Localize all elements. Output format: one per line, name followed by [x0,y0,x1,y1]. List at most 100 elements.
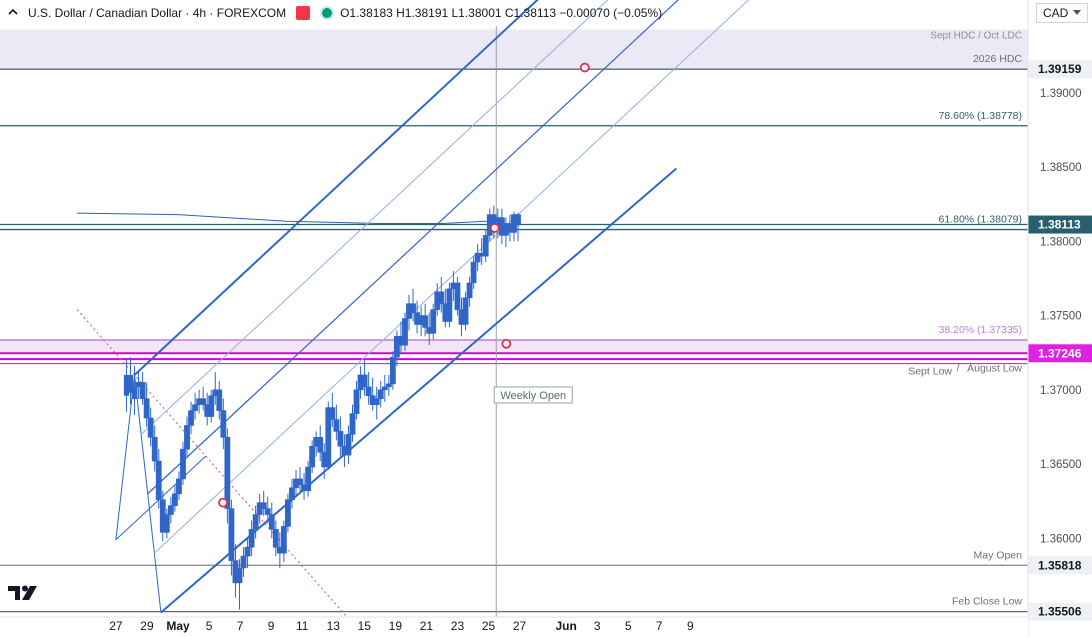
time-tick: May [166,619,190,633]
time-tick: 9 [687,619,694,633]
pitchfork-median-line[interactable] [147,0,1028,495]
pivot-marker [218,497,228,508]
time-tick: 11 [296,619,309,633]
market-open-icon [322,8,333,18]
candle-body [180,448,186,480]
pitchfork-lower-line[interactable] [160,167,678,614]
candle-body [389,356,396,385]
candle-body [353,389,360,414]
pitchfork-median-line[interactable] [140,0,1028,435]
time-tick: 5 [625,619,632,633]
candle-body [474,252,481,263]
drawing-tools-layer[interactable] [76,0,1028,616]
price-label: 1.37246 [1038,346,1082,360]
candle-body [280,526,287,554]
time-tick: 15 [358,619,372,633]
august-low-label: August Low [967,363,1022,375]
level-label: 78.60% (1.38778) [939,110,1022,122]
candle-body [454,282,461,310]
price-axis-bg [1028,0,1092,637]
price-axis[interactable]: 1.355001.360001.365001.370001.375001.380… [1027,0,1092,637]
markers-layer [218,62,590,508]
candle-body [402,318,408,346]
weekly-open-label: Weekly Open [500,390,566,402]
candle-body [309,445,316,468]
candle-body [192,404,198,411]
sept-low-label: Sept Low [908,366,952,378]
zones-layer [0,29,1028,354]
candle-body [377,389,384,400]
currency-select-label: CAD [1043,6,1069,20]
candle-body [462,297,469,325]
price-label-box [1028,602,1092,621]
pitchfork-median-line[interactable] [153,0,1028,554]
candle-body [163,514,170,533]
candle-body [139,382,146,400]
candles-layer [123,205,521,610]
price-tick: 1.36000 [1040,533,1082,545]
candle-body [200,398,207,405]
time-axis[interactable]: 27 29 May 5 7 9 11 13 15 19 21 23 25 27 Jun 3 5 7 9 [0,616,1028,637]
candle-body [143,398,150,419]
candle-body [244,546,251,557]
candle-body [268,514,275,530]
pivot-marker [579,62,590,73]
level-labels-layer: Sept HDC / Oct LDC 38.20% (1.37335) 2026 H… [493,31,1023,608]
price-tick: 1.37500 [1040,311,1082,323]
candle-body [236,567,243,584]
time-tick: 27 [513,619,527,633]
price-tick: 1.39000 [1040,88,1082,100]
candle-body [394,336,400,358]
fib-zone-band [0,340,1028,354]
candle-body [224,437,231,509]
fib-38-label: 38.20% (1.37335) [939,324,1022,336]
time-tick: 7 [237,619,244,633]
level-label: May Open [974,549,1023,561]
candle-body [297,478,303,486]
zone-label: Sept HDC / Oct LDC [930,31,1022,42]
candle-body [184,425,190,450]
candle-body [252,514,259,530]
price-tick: 1.38500 [1040,162,1082,174]
candle-body [373,398,380,405]
currency-select[interactable]: CAD [1036,3,1088,23]
candle-body [176,478,182,495]
resistance-zone [0,29,1028,70]
time-tick: 27 [109,619,123,633]
candle-body [446,288,453,322]
candle-body [305,466,311,492]
moving-average-line[interactable] [77,212,501,224]
time-tick: 19 [389,619,403,633]
time-tick: Jun [555,619,576,633]
candle-body [220,410,227,438]
candle-body [365,386,372,397]
candle-body [325,407,332,468]
price-label-box [1028,344,1092,363]
pivot-marker [501,338,512,349]
candle-body [289,487,295,500]
candle-body [410,303,416,313]
time-tick: 13 [327,619,341,633]
chevron-down-icon [1073,10,1081,15]
candle-body [337,431,344,447]
price-tick: 1.37000 [1040,385,1082,397]
collapse-chevron-icon[interactable] [6,5,20,19]
time-axis-bg [0,617,1028,637]
weekly-open-box [493,386,573,404]
pitchfork-handle-left[interactable] [115,374,136,540]
price-label-box [1028,556,1092,575]
time-tick: 21 [420,619,434,633]
candle-body [329,407,336,420]
pitchfork-upper-line[interactable] [133,0,543,376]
candle-body [216,389,223,411]
symbol-title[interactable]: U.S. Dollar / Canadian Dollar · 4h · FOR… [28,6,287,20]
level-label: 61.80% (1.38079) [939,214,1022,226]
candle-body [240,555,247,569]
price-label-box [1028,215,1092,234]
alert-flag-icon[interactable] [296,6,311,20]
candle-body [171,493,178,506]
candle-body [466,282,473,299]
candle-body [317,437,324,453]
candle-body [260,502,267,509]
